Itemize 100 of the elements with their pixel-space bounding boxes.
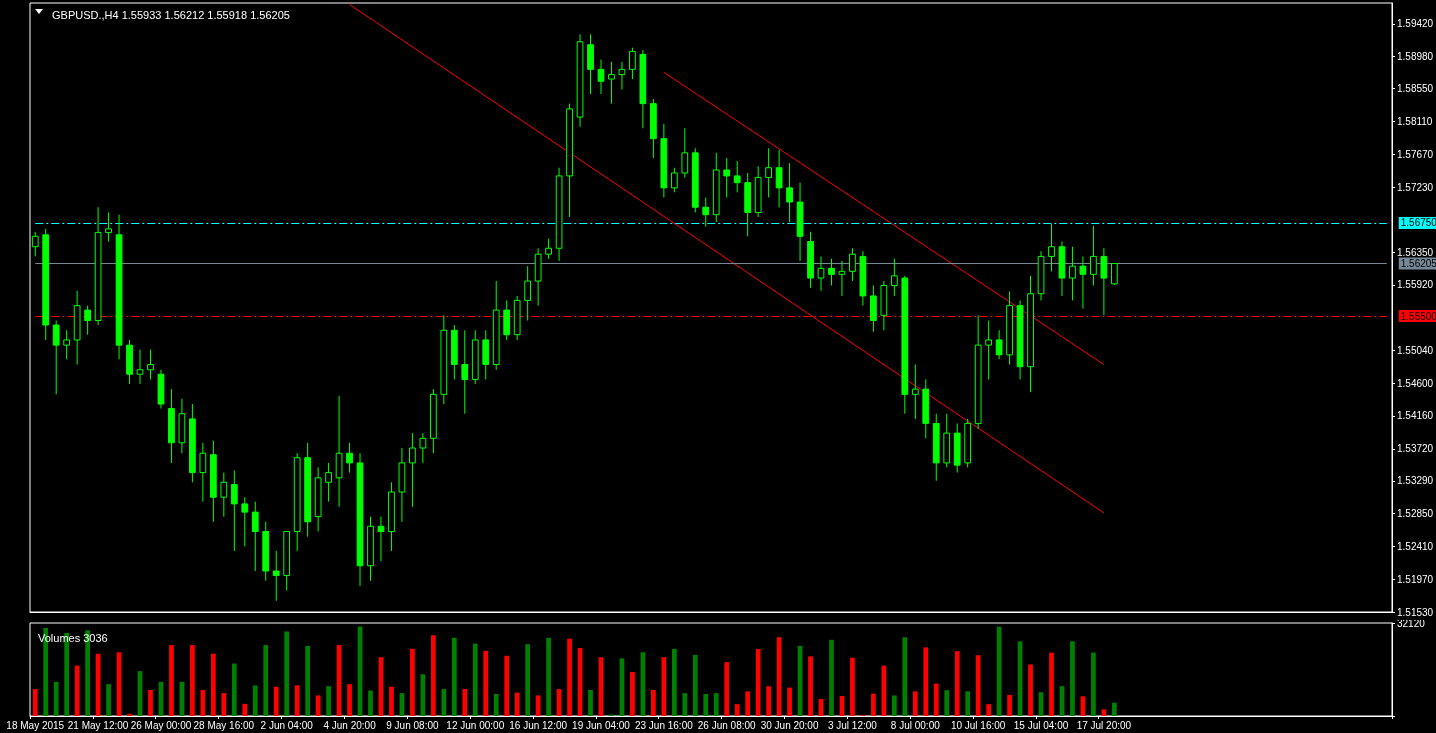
bar <box>284 631 290 716</box>
candlestick <box>890 258 898 297</box>
candlestick <box>702 197 710 228</box>
candlestick <box>597 59 605 95</box>
bar <box>588 689 593 716</box>
x-tick-label: 4 Jun 20:00 <box>323 719 377 731</box>
bar <box>273 686 279 716</box>
x-tick-label: 19 Jun 04:00 <box>572 719 631 731</box>
bar <box>263 645 269 716</box>
bar <box>514 692 520 716</box>
bar <box>1007 694 1012 716</box>
bar <box>148 689 153 716</box>
candlestick <box>618 61 626 90</box>
candlestick <box>775 149 783 208</box>
candlestick <box>251 501 259 572</box>
candlestick <box>52 320 60 395</box>
bar <box>462 689 468 716</box>
candlestick <box>325 462 332 503</box>
bar <box>661 657 667 716</box>
x-tick-label: 26 Jun 08:00 <box>697 719 757 731</box>
candlestick <box>409 432 416 508</box>
ref-line-label: 1.56205 <box>1400 258 1436 270</box>
x-tick-label: 3 Jul 12:00 <box>827 719 878 731</box>
candlestick <box>84 305 91 336</box>
bar <box>1049 652 1054 716</box>
bar <box>53 681 59 716</box>
text: GBPUSD.,H4 1.55933 1.56212 1.55918 1.56205 <box>52 8 290 21</box>
bar <box>504 655 510 716</box>
bar <box>221 693 227 716</box>
bar <box>1112 702 1117 716</box>
bar <box>1091 652 1096 716</box>
candlestick <box>629 47 636 80</box>
y-tick-label: 1.55040 <box>1397 344 1434 356</box>
bar <box>734 704 740 716</box>
candlestick <box>1048 223 1055 272</box>
x-tick-label: 9 Jun 08:00 <box>386 719 439 731</box>
bar <box>525 644 531 716</box>
bar <box>190 645 195 716</box>
y-tick-label: 1.57670 <box>1397 148 1434 160</box>
bar <box>891 695 897 716</box>
candlestick <box>220 472 228 518</box>
y-tick-label: 1.56350 <box>1397 247 1434 259</box>
candlestick <box>1110 262 1118 286</box>
bar <box>231 663 237 716</box>
candlestick <box>985 320 993 380</box>
bar <box>451 637 457 716</box>
candlestick <box>828 258 835 287</box>
candlestick <box>461 329 469 415</box>
bar <box>902 637 908 716</box>
bar <box>1101 709 1107 716</box>
bar <box>682 693 688 716</box>
bar <box>713 693 719 716</box>
bar <box>986 704 991 716</box>
bar <box>703 694 709 716</box>
bar <box>630 671 635 716</box>
candlestick <box>105 211 112 243</box>
bar <box>472 643 478 716</box>
candlestick <box>670 167 678 193</box>
bar <box>441 689 447 716</box>
bar <box>169 645 174 716</box>
bar <box>671 648 677 716</box>
y-tick-label: 1.54600 <box>1397 377 1434 389</box>
candlestick <box>786 162 793 223</box>
ref-line-label: 1.56750 <box>1400 217 1436 229</box>
candlestick <box>817 255 825 292</box>
bar <box>808 656 813 716</box>
candlestick <box>272 550 280 602</box>
y-tick-label: 1.59420 <box>1397 18 1434 30</box>
bar <box>912 691 918 716</box>
bar <box>242 703 248 716</box>
x-tick-label: 23 Jun 16:00 <box>634 719 694 731</box>
candlestick <box>147 349 154 380</box>
y-tick-label: 1.51970 <box>1397 573 1434 585</box>
bar <box>493 694 499 716</box>
bar <box>106 684 111 716</box>
y-tick-label: 1.55920 <box>1397 279 1434 291</box>
x-tick-label: 28 May 16:00 <box>193 719 255 731</box>
bar <box>787 687 792 716</box>
x-tick-label: 10 Jul 16:00 <box>950 719 1006 731</box>
y-tick-label: 1.58550 <box>1397 83 1434 95</box>
y-tick-label: 1.52850 <box>1397 508 1434 520</box>
candlestick <box>995 329 1003 360</box>
y-tick-label: 1.58110 <box>1397 116 1433 128</box>
bar <box>944 690 950 716</box>
candlestick <box>136 349 144 385</box>
bar <box>766 686 771 716</box>
bar <box>326 686 331 716</box>
y-tick-label: 1.52410 <box>1397 540 1434 552</box>
x-tick-label: 17 Jul 20:00 <box>1076 719 1132 731</box>
bar <box>1070 641 1075 716</box>
bar <box>755 649 761 716</box>
candlestick <box>765 147 772 199</box>
bar <box>294 685 300 716</box>
bar <box>389 686 394 716</box>
bar <box>431 635 436 716</box>
x-tick-label: 8 Jul 00:00 <box>890 719 941 731</box>
candlestick <box>838 260 846 297</box>
bar <box>567 638 572 716</box>
bar <box>724 662 730 716</box>
y-tick-label: 1.53290 <box>1397 475 1434 487</box>
